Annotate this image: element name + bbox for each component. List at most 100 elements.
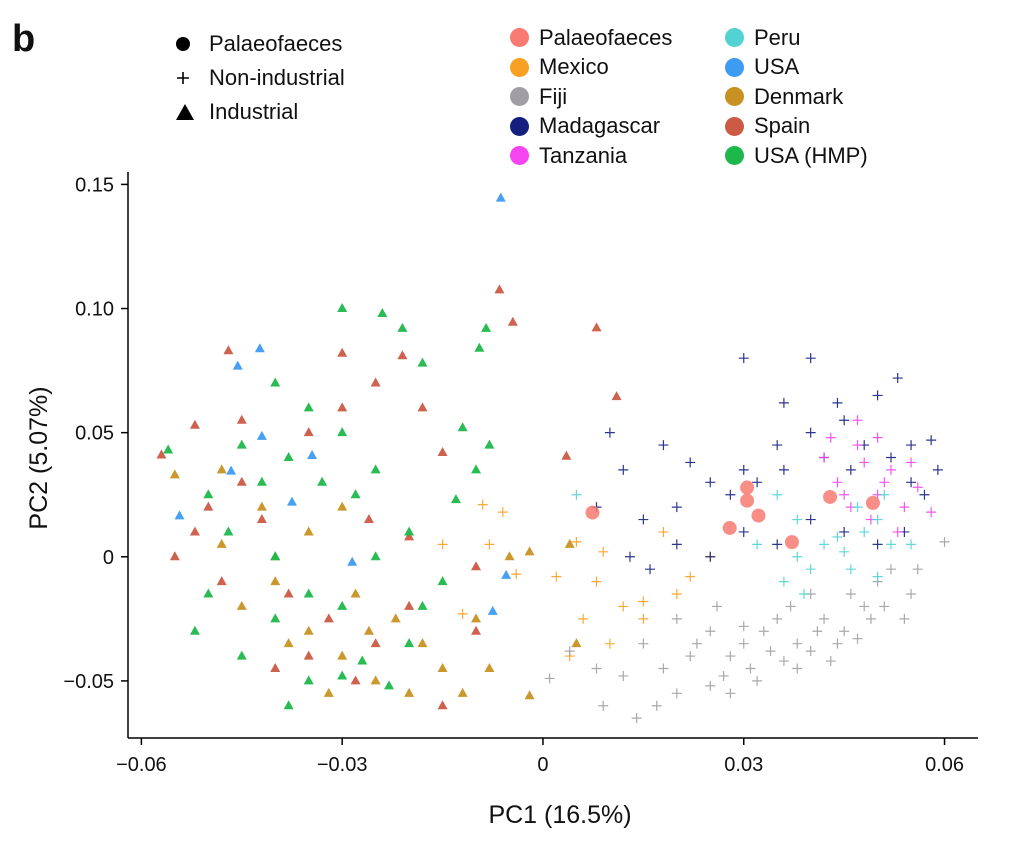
plus-point — [591, 576, 602, 587]
x-tick-label: 0.03 — [724, 754, 763, 776]
triangle-point — [494, 284, 505, 294]
circle-point — [740, 480, 755, 495]
shape-legend-palaeofaeces: Palaeofaeces — [175, 27, 345, 61]
triangle-point — [337, 303, 348, 313]
plus-point — [872, 514, 883, 525]
plus-point — [618, 464, 629, 475]
legend-swatch — [510, 116, 529, 136]
triangle-point — [189, 625, 200, 635]
plus-point — [551, 571, 562, 582]
plus-point — [912, 564, 923, 575]
plus-point — [685, 651, 696, 662]
y-tick-label: 0 — [103, 547, 114, 569]
plus-point — [638, 638, 649, 649]
plus-point — [711, 601, 722, 612]
legend-swatch — [725, 57, 744, 77]
triangle-point — [270, 662, 281, 672]
triangle-point — [254, 343, 265, 353]
plus-point — [845, 464, 856, 475]
plus-point — [906, 457, 917, 468]
triangle-point — [437, 576, 448, 586]
color-legend-item: USA — [725, 53, 925, 83]
data-points — [156, 192, 950, 724]
plus-point — [658, 440, 669, 451]
triangle-point — [450, 494, 461, 504]
triangle-point — [384, 680, 395, 690]
circle-marker-icon — [175, 36, 209, 52]
triangle-point — [337, 501, 348, 511]
triangle-point — [156, 449, 167, 459]
triangle-point — [370, 377, 381, 387]
triangle-point — [236, 414, 247, 424]
triangle-point — [504, 551, 515, 561]
color-legend-item: USA (HMP) — [725, 141, 925, 171]
triangle-point — [189, 526, 200, 536]
triangle-point — [216, 538, 227, 548]
triangle-point — [216, 576, 227, 586]
triangle-point — [591, 322, 602, 332]
y-axis-title: PC2 (5.07%) — [25, 386, 53, 529]
plus-point — [705, 551, 716, 562]
plus-point — [845, 589, 856, 600]
series-mexico — [437, 499, 716, 662]
plus-point — [852, 633, 863, 644]
triangle-point — [256, 501, 267, 511]
triangle-point — [323, 613, 334, 623]
triangle-point — [437, 700, 448, 710]
triangle-point — [495, 192, 506, 202]
circle-point — [585, 505, 600, 520]
plus-point — [725, 688, 736, 699]
plus-point — [872, 390, 883, 401]
series-spain — [156, 284, 622, 710]
legend-swatch — [510, 57, 529, 77]
triangle-point — [236, 650, 247, 660]
plus-point — [618, 601, 629, 612]
triangle-point — [303, 650, 314, 660]
plus-point — [885, 539, 896, 550]
plus-point — [932, 464, 943, 475]
color-legend-label: USA — [754, 54, 800, 80]
triangle-point — [417, 638, 428, 648]
plus-point — [778, 656, 789, 667]
triangle-point — [317, 476, 328, 486]
plus-point — [544, 673, 555, 684]
legend-swatch — [725, 116, 744, 136]
plus-point — [645, 564, 656, 575]
plus-point — [604, 427, 615, 438]
plus-point — [872, 539, 883, 550]
triangle-point — [363, 625, 374, 635]
color-legend-item: Tanzania — [510, 141, 725, 171]
color-legend-label: Peru — [754, 24, 801, 50]
triangle-point — [377, 308, 388, 317]
plus-point — [906, 440, 917, 451]
triangle-point — [226, 465, 237, 475]
plus-point — [765, 646, 776, 657]
plus-point — [651, 700, 662, 711]
y-tick-label: 0.05 — [75, 423, 114, 445]
plus-point — [819, 613, 830, 624]
shape-legend: Palaeofaeces Non-industrial Industrial — [175, 27, 345, 129]
triangle-point — [404, 600, 415, 610]
triangle-point — [404, 526, 415, 536]
circle-point — [823, 489, 838, 504]
plus-point — [705, 477, 716, 488]
color-legend-label: Mexico — [539, 54, 609, 80]
color-legend-item: Palaeofaeces — [510, 23, 725, 53]
plus-point — [892, 526, 903, 537]
color-legend-item: Peru — [725, 23, 925, 53]
plus-point — [778, 397, 789, 408]
triangle-point — [571, 638, 582, 648]
color-legend-label: Denmark — [754, 83, 844, 109]
plus-point — [638, 514, 649, 525]
series-madagascar — [591, 353, 943, 575]
triangle-point — [307, 449, 318, 459]
color-legend-item: Fiji — [510, 82, 725, 112]
triangle-point — [303, 402, 314, 412]
plus-point — [792, 663, 803, 674]
triangle-point — [169, 469, 180, 479]
color-legend: Palaeofaeces Peru Mexico USA Fiji Denmar… — [510, 23, 925, 171]
color-legend-item: Spain — [725, 112, 925, 142]
plus-point — [624, 551, 635, 562]
series-tanzania — [819, 415, 937, 537]
